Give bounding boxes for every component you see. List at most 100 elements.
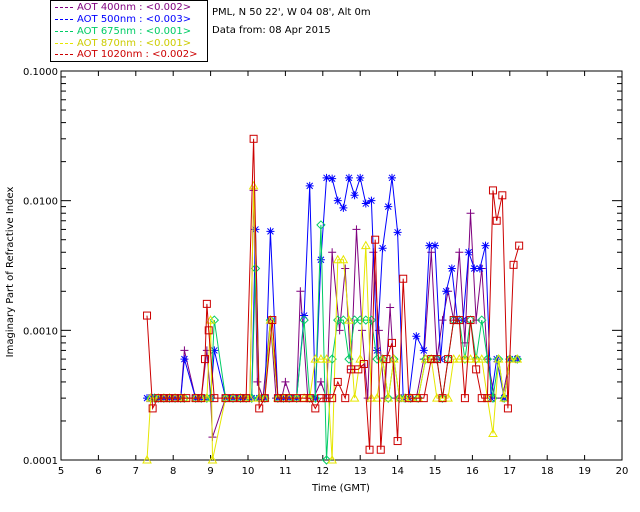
data-point [365,445,374,454]
data-point [367,196,376,205]
x-tick-label: 7 [133,466,139,477]
data-point [332,254,343,264]
data-point [148,404,157,413]
data-point [438,394,447,403]
data-point [378,244,387,253]
legend-label: AOT 400nm : <0.002> [77,2,192,13]
x-tick-label: 9 [207,466,213,477]
x-tick-label: 5 [58,466,64,477]
data-point [253,377,262,386]
data-point [444,355,453,364]
data-point [388,354,399,363]
y-tick-label: 0.0001 [23,456,58,467]
data-point [377,354,388,364]
plot-series [142,134,524,465]
legend-swatch-1020 [55,53,73,55]
legend-swatch-870 [55,42,73,44]
data-point [371,235,380,244]
data-point [376,445,385,454]
data-point [470,264,479,273]
x-tick-label: 8 [170,466,176,477]
data-point [339,203,348,212]
data-point [300,394,309,403]
data-point [248,180,259,190]
data-point [341,394,350,403]
data-point [498,191,507,200]
data-point [202,299,211,308]
y-tick-label: 0.0100 [23,197,58,208]
data-point [465,354,476,363]
y-axis-label: Imaginary Part of Refractive Index [5,187,16,358]
x-tick-label: 12 [316,466,329,477]
data-point [180,346,189,355]
data-point [154,394,163,403]
data-point [338,254,349,264]
data-point [432,354,442,364]
site-info: PML, N 50 22', W 04 08', Alt 0m [212,7,371,18]
data-point [483,394,492,403]
data-point [359,359,368,368]
data-point [200,355,209,364]
data-point [503,404,512,413]
data-point [455,316,464,325]
data-point [305,181,314,190]
data-point [165,394,174,403]
legend-swatch-675 [55,30,73,32]
data-point [471,354,481,364]
data-point [344,315,354,324]
data-point [455,248,464,257]
legend-swatch-400 [55,6,73,8]
data-point [159,394,168,403]
data-point [425,241,434,250]
data-point [328,174,337,183]
data-point [488,428,498,438]
data-point [464,248,473,257]
data-point [142,454,152,464]
legend-label: AOT 675nm : <0.001> [77,26,192,37]
x-tick-label: 20 [616,466,629,477]
data-point [316,220,326,230]
data-point [412,332,421,341]
data-point [180,355,189,364]
data-point [145,393,156,402]
data-point [204,326,213,335]
data-point [202,393,212,403]
data-point [236,394,245,403]
data-point [182,394,191,403]
data-point [310,354,321,363]
legend-label: AOT 500nm : <0.003> [77,14,192,25]
data-point [361,199,370,208]
data-point [210,394,219,403]
data-point [242,394,251,403]
data-point [509,260,518,269]
series-4 [143,134,524,454]
data-point [492,216,501,225]
data-point [460,394,469,403]
data-point [350,191,359,200]
x-tick-label: 18 [541,466,554,477]
data-point [383,393,394,402]
data-point [499,393,510,402]
data-point [384,202,393,211]
data-point [383,393,393,403]
data-point [419,394,428,403]
legend-item: AOT 400nm : <0.002> [55,2,191,14]
data-point [471,354,482,363]
data-point [466,209,475,218]
data-point [207,454,218,464]
series-3 [142,180,523,464]
x-axis-label: Time (GMT) [311,483,370,494]
data-point [499,393,509,403]
data-point [321,455,332,465]
data-point [454,354,465,363]
data-point [205,315,216,324]
data-point [437,393,448,402]
data-point [393,437,402,446]
data-point [389,354,399,364]
data-point [515,241,524,250]
data-point [316,354,326,363]
data-point [328,394,337,403]
data-point [432,355,441,364]
data-point [247,393,257,403]
